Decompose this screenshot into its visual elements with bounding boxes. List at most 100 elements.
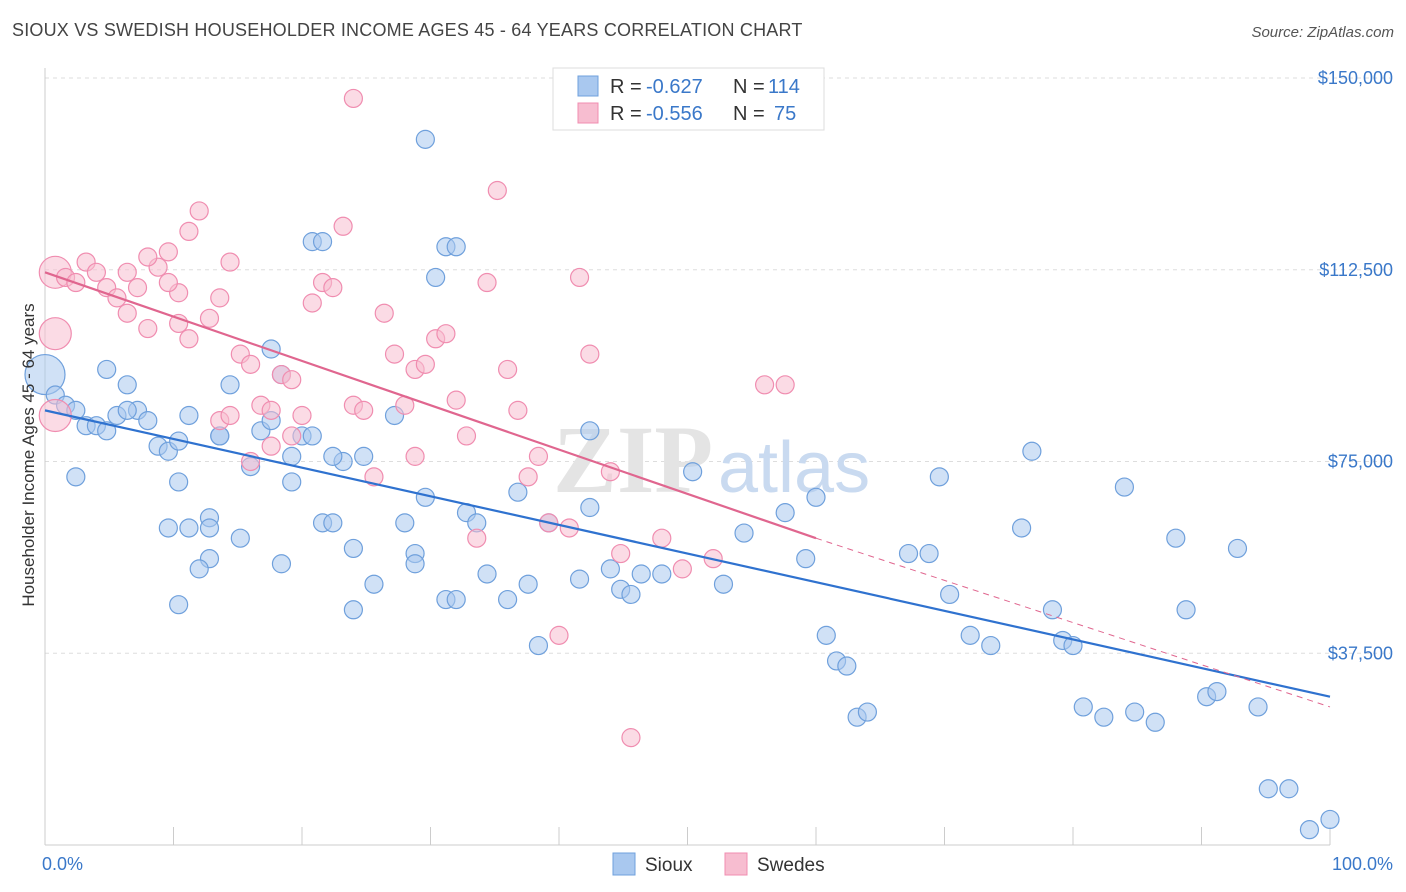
sioux-point-48 xyxy=(395,513,415,533)
swedes-point-60 xyxy=(754,375,775,395)
sioux-point-104 xyxy=(1248,697,1268,717)
series-legend-swatch-swedes xyxy=(724,852,748,876)
sioux-point-38 xyxy=(271,554,292,574)
sioux-point-74 xyxy=(734,523,754,543)
swedes-point-70 xyxy=(158,272,178,293)
sioux-trend-line xyxy=(44,409,1331,698)
sioux-point-41 xyxy=(343,538,363,559)
swedes-point-29 xyxy=(333,216,353,236)
sioux-point-75 xyxy=(775,503,795,523)
series-legend-label-sioux: Sioux xyxy=(645,855,693,876)
legend-r-label-swedes: R = xyxy=(610,103,642,125)
swedes-point-14 xyxy=(179,221,199,241)
swedes-point-10 xyxy=(138,318,158,339)
swedes-point-67 xyxy=(282,426,302,446)
y-tick-label-3: $150,000 xyxy=(1318,68,1393,88)
sioux-point-46 xyxy=(323,446,343,466)
swedes-point-26 xyxy=(302,293,322,313)
swedes-point-52 xyxy=(569,267,590,288)
sioux-point-45 xyxy=(364,574,384,594)
x-tick-label-min: 0.0% xyxy=(42,854,83,874)
sioux-point-87 xyxy=(960,625,980,645)
sioux-point-89 xyxy=(1011,518,1032,538)
swedes-point-31 xyxy=(354,400,374,420)
sioux-point-106 xyxy=(1279,779,1299,799)
swedes-point-64 xyxy=(220,405,240,426)
sioux-point-44 xyxy=(343,600,363,620)
swedes-point-15 xyxy=(189,201,209,221)
trend-lines xyxy=(44,271,1331,708)
sioux-point-51 xyxy=(405,554,425,574)
swedes-point-58 xyxy=(672,559,692,579)
chart-source: Source: ZipAtlas.com xyxy=(1251,24,1394,41)
swedes-points xyxy=(38,88,795,748)
sioux-point-98 xyxy=(1145,712,1165,732)
swedes-trend-line xyxy=(44,271,817,540)
series-legend-swatch-sioux xyxy=(612,852,636,876)
y-tick-labels: $37,500 $75,000 $112,500 $150,000 xyxy=(1318,68,1393,663)
swedes-point-72 xyxy=(179,329,199,349)
sioux-point-69 xyxy=(621,584,641,605)
sioux-point-52 xyxy=(426,267,446,288)
sioux-point-64 xyxy=(569,569,590,589)
legend-r-value-sioux: -0.627 xyxy=(646,76,703,98)
sioux-point-5 xyxy=(66,467,86,487)
sioux-point-0 xyxy=(24,353,66,396)
swedes-point-56 xyxy=(621,728,641,748)
swedes-point-46 xyxy=(508,400,528,420)
swedes-point-8 xyxy=(117,303,137,323)
sioux-point-66 xyxy=(580,497,600,518)
swedes-point-25 xyxy=(292,405,312,426)
sioux-point-28 xyxy=(230,528,250,548)
swedes-point-66 xyxy=(261,436,281,456)
sioux-point-91 xyxy=(1042,600,1063,620)
swedes-point-57 xyxy=(652,528,672,548)
sioux-point-88 xyxy=(981,635,1001,656)
x-tick-label-max: 100.0% xyxy=(1332,854,1393,874)
sioux-point-36 xyxy=(302,426,322,446)
y-tick-label-0: $37,500 xyxy=(1328,643,1393,663)
swedes-point-0 xyxy=(38,317,72,351)
sioux-point-90 xyxy=(1022,441,1042,461)
swedes-point-45 xyxy=(498,359,518,380)
sioux-point-105 xyxy=(1258,779,1278,799)
sioux-point-18 xyxy=(169,472,189,492)
swedes-point-32 xyxy=(364,467,384,487)
y-tick-label-1: $75,000 xyxy=(1328,452,1393,472)
sioux-point-96 xyxy=(1114,477,1135,497)
sioux-point-95 xyxy=(1094,707,1114,727)
sioux-point-72 xyxy=(683,462,703,482)
sioux-point-113 xyxy=(199,518,220,538)
sioux-point-112 xyxy=(446,237,466,257)
sioux-point-7 xyxy=(97,421,117,441)
legend-n-value-swedes: 75 xyxy=(774,103,796,125)
legend-n-label-swedes: N = xyxy=(733,103,765,125)
sioux-point-67 xyxy=(600,559,621,579)
watermark: ZIP atlas xyxy=(553,406,870,513)
sioux-point-61 xyxy=(518,574,538,594)
swedes-point-53 xyxy=(580,344,600,364)
swedes-point-55 xyxy=(611,543,631,564)
swedes-point-62 xyxy=(343,88,363,109)
chart-title: SIOUX VS SWEDISH HOUSEHOLDER INCOME AGES… xyxy=(12,20,803,40)
legend: R = -0.627 N = 114 R = -0.556 N = 75 xyxy=(552,67,825,131)
sioux-point-94 xyxy=(1073,697,1093,717)
sioux-point-20 xyxy=(179,518,199,538)
swedes-point-48 xyxy=(528,446,549,466)
sioux-point-60 xyxy=(508,482,528,502)
y-axis-label: Householder Income Ages 45 - 64 years xyxy=(19,303,38,606)
legend-r-value-swedes: -0.556 xyxy=(646,103,703,125)
swedes-point-28 xyxy=(323,278,343,298)
sioux-point-84 xyxy=(919,543,939,564)
swedes-point-41 xyxy=(456,426,477,446)
swedes-point-42 xyxy=(467,528,487,548)
sioux-point-12 xyxy=(117,400,137,420)
swedes-point-50 xyxy=(549,625,569,645)
sioux-point-65 xyxy=(580,421,600,441)
sioux-point-100 xyxy=(1176,600,1196,620)
watermark-zip: ZIP xyxy=(553,406,713,513)
sioux-point-43 xyxy=(354,446,374,466)
sioux-point-86 xyxy=(940,584,960,605)
sioux-point-108 xyxy=(1320,809,1340,830)
